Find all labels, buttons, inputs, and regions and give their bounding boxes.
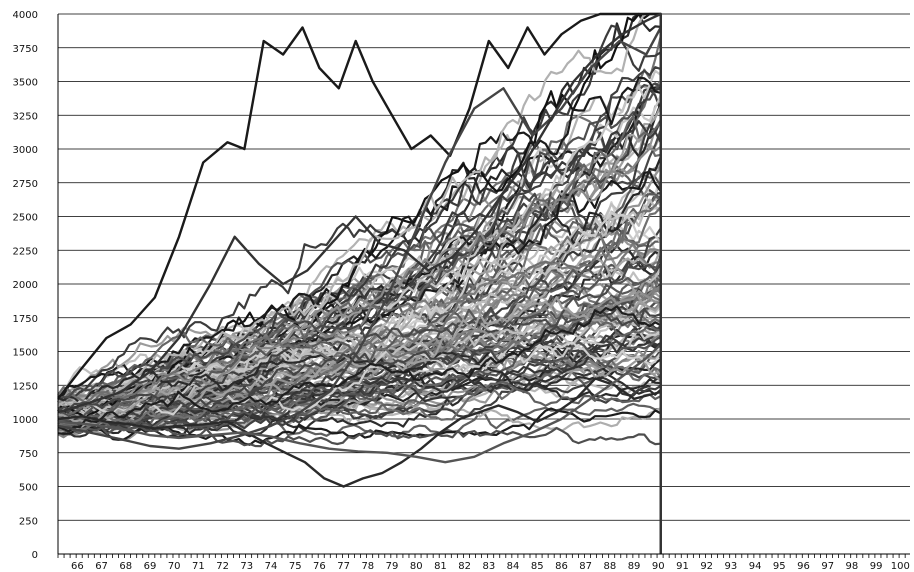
simulated-path-line — [57, 244, 662, 554]
x-tick-label: 95 — [773, 561, 786, 572]
x-tick-label: 96 — [797, 561, 810, 572]
x-tick-label: 82 — [458, 561, 471, 572]
highlight-series-line-1 — [57, 377, 662, 554]
x-axis-labels: 66 67 68 69 70 71 72 73 74 75 76 77 78 79 80 81 82 83 84 85… — [71, 561, 910, 572]
x-tick-label: 89 — [628, 561, 641, 572]
y-tick-label: 2500 — [13, 213, 38, 224]
x-tick-label: 90 — [652, 561, 665, 572]
y-tick-label: 3000 — [13, 145, 38, 156]
highlight-series-line-4 — [57, 12, 662, 554]
axes — [57, 14, 910, 558]
y-tick-label: 1500 — [13, 348, 38, 359]
y-tick-label: 500 — [19, 483, 38, 494]
highlight-series-line-2 — [57, 26, 662, 554]
x-tick-label: 88 — [603, 561, 616, 572]
simulated-path-line — [57, 380, 662, 554]
x-tick-label: 81 — [434, 561, 447, 572]
highlight-series-line-3 — [57, 343, 662, 554]
y-tick-label: 3750 — [13, 44, 38, 55]
y-tick-label: 1750 — [13, 314, 38, 325]
x-tick-label: 99 — [870, 561, 883, 572]
y-tick-label: 250 — [19, 516, 38, 527]
x-tick-label: 69 — [144, 561, 157, 572]
x-tick-label: 76 — [313, 561, 326, 572]
simulated-path-line — [57, 308, 662, 554]
simulated-path-line — [57, 12, 662, 554]
simulated-path-line — [57, 145, 662, 554]
simulated-path-line — [57, 329, 662, 554]
y-tick-label: 2000 — [13, 280, 38, 291]
x-tick-label: 97 — [821, 561, 834, 572]
y-tick-label: 2250 — [13, 246, 38, 257]
y-tick-label: 3500 — [13, 78, 38, 89]
x-tick-label: 85 — [531, 561, 544, 572]
x-tick-label: 98 — [846, 561, 859, 572]
y-tick-label: 1250 — [13, 381, 38, 392]
simulated-path-line — [57, 115, 662, 554]
simulated-path-line — [57, 341, 662, 554]
y-tick-label: 2750 — [13, 179, 38, 190]
simulated-path-line — [57, 24, 662, 554]
highlight-series-line-0 — [57, 12, 662, 554]
x-tick-label: 73 — [240, 561, 253, 572]
x-tick-label: 71 — [192, 561, 205, 572]
x-tick-label: 80 — [410, 561, 423, 572]
simulated-path-line — [57, 340, 662, 554]
simulated-path-line — [57, 287, 662, 554]
plot-area: 0 250 500 750 1000 1250 1500 1750 2000 2250 2500 27… — [13, 10, 910, 572]
y-axis-labels: 0 250 500 750 1000 1250 1500 1750 2000 2250 2500 27… — [13, 10, 38, 561]
x-tick-label: 74 — [265, 561, 278, 572]
simulated-path-line — [57, 206, 662, 554]
x-tick-label: 100 — [891, 561, 910, 572]
x-tick-label: 66 — [71, 561, 84, 572]
x-tick-label: 93 — [725, 561, 738, 572]
x-tick-label: 77 — [337, 561, 350, 572]
x-tick-label: 75 — [289, 561, 302, 572]
simulated-path-line — [57, 296, 662, 554]
x-tick-label: 84 — [507, 561, 520, 572]
simulated-path-line — [57, 157, 662, 554]
y-tick-label: 750 — [19, 449, 38, 460]
y-tick-label: 3250 — [13, 111, 38, 122]
series-group — [57, 12, 662, 554]
x-tick-label: 92 — [700, 561, 713, 572]
x-tick-label: 79 — [386, 561, 399, 572]
x-tick-label: 72 — [216, 561, 229, 572]
x-tick-label: 86 — [555, 561, 568, 572]
x-tick-label: 83 — [482, 561, 495, 572]
simulated-path-line — [57, 119, 662, 554]
simulated-path-line — [57, 241, 662, 554]
x-tick-label: 78 — [361, 561, 374, 572]
x-tick-label: 70 — [168, 561, 181, 572]
x-tick-label: 94 — [749, 561, 762, 572]
x-tick-label: 87 — [579, 561, 592, 572]
y-tick-label: 4000 — [13, 10, 38, 21]
simulated-path-line — [57, 305, 662, 554]
x-tick-label: 68 — [119, 561, 132, 572]
y-tick-label: 0 — [32, 550, 38, 561]
y-tick-label: 1000 — [13, 415, 38, 426]
x-tick-label: 91 — [676, 561, 689, 572]
x-tick-label: 67 — [95, 561, 108, 572]
